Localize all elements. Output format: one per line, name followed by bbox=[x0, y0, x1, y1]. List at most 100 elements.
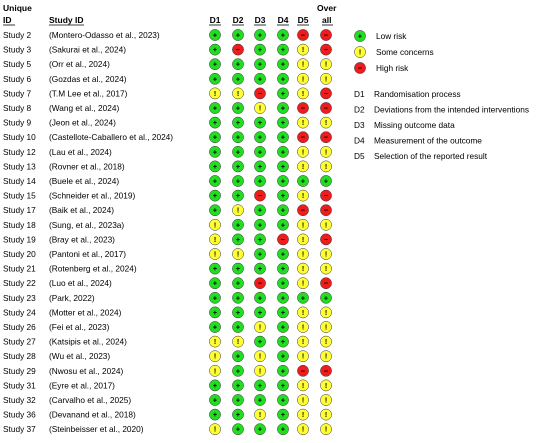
domain-3-high-risk-symbol: − bbox=[258, 191, 263, 200]
unique-id-cell: Study 28 bbox=[3, 351, 36, 361]
domain-2-low-risk-symbol: + bbox=[236, 220, 241, 229]
domain-3-low-risk-symbol: + bbox=[258, 235, 263, 244]
overall-high-risk-circle bbox=[320, 102, 332, 114]
domain-3-low-risk-symbol: + bbox=[258, 293, 263, 302]
domain-1-low-risk-symbol: + bbox=[213, 177, 218, 186]
domain-1-low-risk-symbol: + bbox=[213, 104, 218, 113]
overall-some-concerns-circle bbox=[320, 423, 332, 436]
domain-1-low-risk-symbol: + bbox=[213, 293, 218, 302]
domain-3-low-risk-circle bbox=[254, 145, 266, 158]
overall-some-concerns-circle bbox=[320, 262, 332, 275]
domain-4-low-risk-circle bbox=[277, 262, 289, 275]
domain-4-low-risk-circle bbox=[277, 29, 289, 41]
overall-some-concerns-circle bbox=[320, 379, 332, 392]
domain-4-low-risk-circle bbox=[277, 131, 289, 144]
domain-header-d4: D4 bbox=[278, 15, 289, 25]
overall-some-concerns-circle bbox=[320, 218, 332, 231]
domain-4-low-risk-circle bbox=[277, 335, 289, 348]
domain-3-some-concerns-symbol: ! bbox=[259, 106, 261, 113]
study-id-cell: (Buele et al., 2024) bbox=[49, 176, 119, 186]
domain-5-some-concerns-circle bbox=[297, 145, 309, 158]
domain-3-low-risk-symbol: + bbox=[258, 308, 263, 317]
domain-2-low-risk-circle bbox=[232, 408, 244, 421]
domain-4-low-risk-symbol: + bbox=[281, 308, 286, 317]
domain-1-some-concerns-circle bbox=[209, 335, 221, 348]
study-id-cell: (Luo et al., 2024) bbox=[49, 278, 112, 288]
legend: + Low risk! Some concerns − High risk D1 Rando… bbox=[354, 30, 529, 161]
domain-1-low-risk-circle bbox=[209, 408, 221, 421]
domain-4-low-risk-symbol: + bbox=[281, 293, 286, 302]
overall-some-concerns-symbol: ! bbox=[325, 339, 327, 346]
study-row: Study 10 (Castellote-Caballero et al., 20… bbox=[3, 131, 332, 144]
domain-1-low-risk-circle bbox=[209, 321, 221, 333]
domain-5-some-concerns-circle bbox=[297, 423, 309, 436]
legend-domain-code: D1 bbox=[354, 89, 365, 99]
study-row: Study 5 (Orr et al., 2024) + + + +!! bbox=[3, 58, 332, 71]
domain-4-low-risk-symbol: + bbox=[281, 60, 286, 69]
domain-1-some-concerns-circle bbox=[209, 423, 221, 436]
domain-2-some-concerns-circle bbox=[232, 335, 244, 348]
unique-id-cell: Study 21 bbox=[3, 264, 36, 274]
header-unique-bottom: ID bbox=[3, 15, 12, 25]
study-id-cell: (Motter et al., 2024) bbox=[49, 307, 122, 317]
legend-domain-text: Randomisation process bbox=[374, 89, 461, 99]
domain-1-low-risk-symbol: + bbox=[213, 133, 218, 142]
study-id-cell: (Katsipis et al., 2024) bbox=[49, 337, 127, 347]
study-id-cell: (Eyre et al., 2017) bbox=[49, 380, 115, 390]
study-row: Study 20 (Pantoni et al., 2017)!! + +!! bbox=[3, 248, 332, 260]
study-row: Study 27 (Katsipis et al., 2024)!! + +!! bbox=[3, 335, 332, 348]
domain-3-low-risk-symbol: + bbox=[258, 45, 263, 54]
study-id-cell: (Rovner et al., 2018) bbox=[49, 161, 125, 171]
domain-3-some-concerns-symbol: ! bbox=[259, 325, 261, 332]
study-id-cell: (Fei et al., 2023) bbox=[49, 322, 110, 332]
domain-1-low-risk-symbol: + bbox=[213, 191, 218, 200]
domain-4-low-risk-circle bbox=[277, 160, 289, 173]
overall-high-risk-circle bbox=[320, 87, 332, 100]
domain-3-high-risk-symbol: − bbox=[258, 89, 263, 98]
domain-3-low-risk-circle bbox=[254, 116, 266, 129]
overall-some-concerns-symbol: ! bbox=[325, 252, 327, 259]
domain-5-some-concerns-symbol: ! bbox=[302, 310, 304, 317]
study-id-cell: (Steinbeisser et al., 2020) bbox=[49, 424, 144, 434]
domain-1-low-risk-symbol: + bbox=[213, 323, 218, 332]
domain-3-some-concerns-symbol: ! bbox=[259, 354, 261, 361]
overall-high-risk-symbol: − bbox=[324, 133, 329, 142]
domain-1-low-risk-symbol: + bbox=[213, 279, 218, 288]
domain-3-some-concerns-symbol: ! bbox=[259, 412, 261, 419]
domain-2-some-concerns-symbol: ! bbox=[237, 252, 239, 259]
study-id-cell: (Castellote-Caballero et al., 2024) bbox=[49, 132, 173, 142]
domain-2-low-risk-circle bbox=[232, 394, 244, 406]
domain-1-low-risk-symbol: + bbox=[213, 308, 218, 317]
domain-4-low-risk-symbol: + bbox=[281, 162, 286, 171]
domain-3-low-risk-circle bbox=[254, 306, 266, 319]
domain-5-some-concerns-circle bbox=[297, 58, 309, 71]
domain-2-low-risk-circle bbox=[232, 291, 244, 304]
legend-low-risk-symbol: + bbox=[358, 32, 363, 41]
domain-1-some-concerns-symbol: ! bbox=[214, 354, 216, 361]
domain-4-low-risk-circle bbox=[277, 218, 289, 231]
unique-id-cell: Study 24 bbox=[3, 307, 36, 317]
domain-1-low-risk-circle bbox=[209, 291, 221, 304]
domain-4-low-risk-circle bbox=[277, 394, 289, 406]
overall-some-concerns-symbol: ! bbox=[325, 62, 327, 69]
domain-2-low-risk-circle bbox=[232, 379, 244, 392]
domain-header-d2: D2 bbox=[233, 15, 244, 25]
legend-high-risk-circle bbox=[354, 62, 366, 74]
overall-some-concerns-circle bbox=[320, 306, 332, 319]
domain-3-low-risk-circle bbox=[254, 423, 266, 436]
domain-3-high-risk-circle bbox=[254, 189, 266, 202]
overall-some-concerns-symbol: ! bbox=[325, 76, 327, 83]
study-id-cell: (T.M Lee et al., 2017) bbox=[49, 88, 128, 98]
overall-some-concerns-symbol: ! bbox=[325, 383, 327, 390]
domain-2-low-risk-circle bbox=[232, 306, 244, 319]
unique-id-cell: Study 27 bbox=[3, 337, 36, 347]
domain-5-some-concerns-circle bbox=[297, 379, 309, 392]
unique-id-cell: Study 13 bbox=[3, 161, 36, 171]
domain-5-some-concerns-circle bbox=[297, 218, 309, 231]
domain-2-low-risk-symbol: + bbox=[236, 410, 241, 419]
domain-2-low-risk-symbol: + bbox=[236, 118, 241, 127]
domain-1-low-risk-circle bbox=[209, 145, 221, 158]
domain-2-low-risk-symbol: + bbox=[236, 264, 241, 273]
legend-domain-code: D4 bbox=[354, 136, 365, 146]
